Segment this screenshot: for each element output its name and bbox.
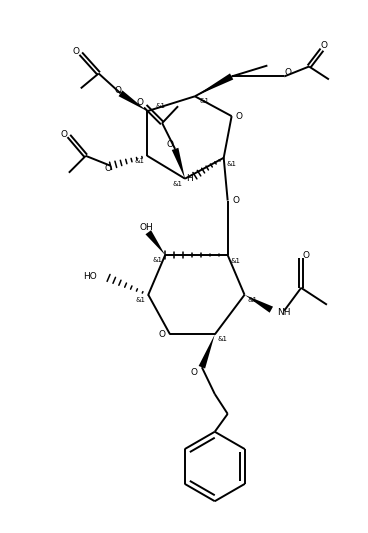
Text: O: O xyxy=(159,330,166,339)
Text: O: O xyxy=(60,130,67,139)
Text: &1: &1 xyxy=(200,98,210,104)
Text: OH: OH xyxy=(139,223,153,232)
Text: O: O xyxy=(190,368,197,377)
Text: HO: HO xyxy=(83,272,97,281)
Polygon shape xyxy=(145,230,165,255)
Text: O: O xyxy=(72,47,79,56)
Text: O: O xyxy=(232,196,239,205)
Text: O: O xyxy=(235,111,242,120)
Polygon shape xyxy=(195,74,233,96)
Text: O: O xyxy=(167,140,174,149)
Text: O: O xyxy=(302,251,309,260)
Polygon shape xyxy=(245,295,273,313)
Text: O: O xyxy=(114,86,121,95)
Text: &1: &1 xyxy=(218,336,228,342)
Text: &1: &1 xyxy=(134,158,144,164)
Polygon shape xyxy=(172,148,185,179)
Polygon shape xyxy=(199,335,215,368)
Text: O: O xyxy=(285,68,292,77)
Text: &1: &1 xyxy=(227,161,237,167)
Text: &1: &1 xyxy=(155,103,165,109)
Polygon shape xyxy=(118,91,147,111)
Text: H: H xyxy=(187,174,193,183)
Text: O: O xyxy=(137,98,144,107)
Text: &1: &1 xyxy=(231,258,241,264)
Text: NH: NH xyxy=(277,308,291,317)
Text: &1: &1 xyxy=(172,181,182,187)
Text: O: O xyxy=(104,164,111,173)
Text: O: O xyxy=(321,41,328,50)
Text: &1: &1 xyxy=(152,257,162,263)
Text: &1: &1 xyxy=(135,297,145,303)
Text: &1: &1 xyxy=(248,297,258,303)
